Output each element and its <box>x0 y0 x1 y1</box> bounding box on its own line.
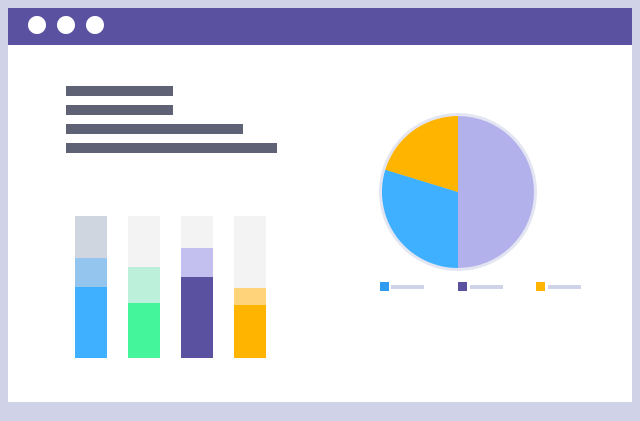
bar-segment <box>181 277 213 358</box>
legend-placeholder <box>391 285 424 289</box>
bar-segment <box>181 248 213 277</box>
bar-segment <box>234 216 266 288</box>
pie-slice <box>458 116 534 268</box>
legend-placeholder <box>470 285 503 289</box>
bar-segment <box>128 303 160 358</box>
legend-swatch <box>536 282 545 291</box>
bar-segment <box>128 216 160 267</box>
title-bar <box>8 8 632 45</box>
bar-illustration <box>75 216 266 358</box>
legend-swatch <box>458 282 467 291</box>
legend-placeholder <box>548 285 581 289</box>
bar-segment <box>75 258 107 287</box>
text-placeholder <box>66 143 277 153</box>
window-dot <box>57 16 75 34</box>
text-placeholder <box>66 124 243 134</box>
pie-slice <box>381 169 458 268</box>
bar-segment <box>181 216 213 248</box>
pie-illustration <box>379 113 537 271</box>
text-placeholder <box>66 86 173 96</box>
bar-segment <box>75 287 107 358</box>
legend <box>380 282 581 291</box>
bar-segment <box>234 288 266 305</box>
bar-segment <box>128 267 160 303</box>
legend-swatch <box>380 282 389 291</box>
window-dot <box>86 16 104 34</box>
bar-segment <box>234 305 266 358</box>
text-placeholder <box>66 105 173 115</box>
bar-segment <box>75 216 107 258</box>
text-placeholder-group <box>66 86 277 153</box>
window-dot <box>28 16 46 34</box>
pie-slice <box>385 116 458 192</box>
